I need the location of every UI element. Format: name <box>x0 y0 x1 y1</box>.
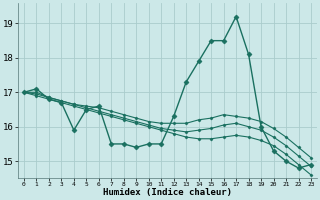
X-axis label: Humidex (Indice chaleur): Humidex (Indice chaleur) <box>103 188 232 197</box>
